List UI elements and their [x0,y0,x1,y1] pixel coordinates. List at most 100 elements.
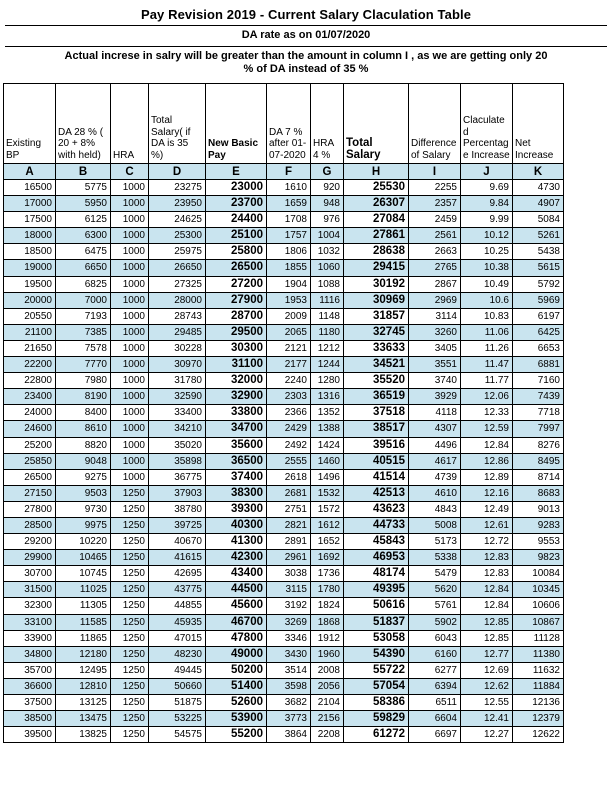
cell-C-row24: 1250 [110,549,149,567]
cell-H-row12: 34521 [343,356,409,374]
cell-C-row20: 1250 [110,484,149,502]
cell-C-row33: 1250 [110,693,149,712]
cell-D-row2: 23950 [148,195,206,213]
table-body: 16500 5775 1000 23275 23000 1610 920 25530 2255 9… [3,178,564,744]
cell-B-row34: 13475 [55,710,111,728]
note-line-2: % of DA instead of 35 % [243,63,369,75]
cell-B-row12: 7770 [55,356,111,374]
cell-D-row7: 27325 [148,275,206,293]
cell-K-row30: 11380 [512,645,564,663]
cell-D-row6: 26650 [148,259,206,277]
cell-I-row22: 5008 [408,516,461,535]
column-header-K: Net Increase [512,83,564,164]
cell-H-row13: 35520 [343,372,409,390]
cell-G-row8: 1116 [310,291,344,309]
cell-F-row33: 3682 [266,693,311,712]
cell-H-row2: 26307 [343,195,409,213]
cell-J-row20: 12.16 [460,484,513,502]
column-header-H: Total Salary [343,83,409,164]
cell-D-row12: 30970 [148,356,206,374]
cell-G-row16: 1388 [310,420,344,438]
cell-A-row10: 21100 [3,323,56,341]
cell-H-row5: 28638 [343,243,409,261]
cell-D-row30: 48230 [148,645,206,663]
cell-D-row4: 25300 [148,227,206,245]
table-row: 27800 9730 1250 38780 39300 2751 1572 43623 4843… [3,500,564,518]
title-underline [5,25,607,26]
cell-A-row19: 26500 [3,468,56,486]
cell-G-row24: 1692 [310,549,344,567]
cell-K-row20: 8683 [512,484,564,502]
cell-J-row33: 12.55 [460,693,513,712]
cell-B-row31: 12495 [55,661,111,679]
cell-C-row25: 1250 [110,565,149,583]
cell-C-row21: 1250 [110,500,149,518]
cell-E-row30: 49000 [205,645,267,663]
cell-F-row17: 2492 [266,436,311,454]
cell-A-row2: 17000 [3,195,56,213]
cell-H-row24: 46953 [343,549,409,567]
cell-B-row29: 11865 [55,629,111,647]
table-row: 22800 7980 1000 31780 32000 2240 1280 35520 3740… [3,372,564,390]
cell-E-row14: 32900 [205,388,267,406]
cell-C-row26: 1250 [110,581,149,599]
cell-I-row4: 2561 [408,227,461,245]
cell-B-row7: 6825 [55,275,111,293]
cell-E-row17: 35600 [205,436,267,454]
cell-F-row1: 1610 [266,178,311,197]
cell-J-row7: 10.49 [460,275,513,293]
cell-H-row25: 48174 [343,565,409,583]
column-letter-B: B [55,163,111,180]
cell-J-row28: 12.85 [460,613,513,631]
cell-F-row20: 2681 [266,484,311,502]
cell-E-row10: 29500 [205,323,267,341]
cell-F-row34: 3773 [266,710,311,728]
cell-G-row28: 1868 [310,613,344,631]
cell-F-row21: 2751 [266,500,311,518]
column-header-G: HRA 4 % [310,83,344,164]
cell-C-row11: 1000 [110,339,149,358]
cell-A-row31: 35700 [3,661,56,679]
table-row: 35700 12495 1250 49445 50200 3514 2008 55722 627… [3,661,564,679]
table-row: 20000 7000 1000 28000 27900 1953 1116 30969 2969… [3,291,564,309]
cell-F-row10: 2065 [266,323,311,341]
cell-C-row31: 1250 [110,661,149,679]
table-row: 28500 9975 1250 39725 40300 2821 1612 44733 5008… [3,516,564,535]
cell-C-row32: 1250 [110,677,149,696]
cell-D-row31: 49445 [148,661,206,679]
cell-E-row12: 31100 [205,356,267,374]
cell-K-row4: 5261 [512,227,564,245]
cell-K-row24: 9823 [512,549,564,567]
cell-K-row31: 11632 [512,661,564,679]
cell-A-row13: 22800 [3,372,56,390]
column-letter-H: H [343,163,409,180]
cell-D-row21: 38780 [148,500,206,518]
cell-B-row20: 9503 [55,484,111,502]
cell-G-row27: 1824 [310,597,344,615]
cell-I-row15: 4118 [408,404,461,422]
table-row: 25850 9048 1000 35898 36500 2555 1460 40515 4617… [3,452,564,470]
cell-I-row28: 5902 [408,613,461,631]
table-row: 26500 9275 1000 36775 37400 2618 1496 41514 4739… [3,468,564,486]
table-row: 17000 5950 1000 23950 23700 1659 948 26307 2357 9… [3,195,564,213]
cell-I-row14: 3929 [408,388,461,406]
cell-D-row11: 30228 [148,339,206,358]
column-letter-I: I [408,163,461,180]
cell-B-row27: 11305 [55,597,111,615]
cell-G-row34: 2156 [310,710,344,728]
cell-G-row32: 2056 [310,677,344,696]
cell-J-row23: 12.72 [460,533,513,551]
cell-G-row29: 1912 [310,629,344,647]
cell-K-row7: 5792 [512,275,564,293]
cell-H-row31: 55722 [343,661,409,679]
cell-D-row19: 36775 [148,468,206,486]
cell-B-row3: 6125 [55,211,111,229]
cell-K-row5: 5438 [512,243,564,261]
cell-J-row16: 12.59 [460,420,513,438]
cell-I-row29: 6043 [408,629,461,647]
cell-I-row1: 2255 [408,178,461,197]
cell-F-row11: 2121 [266,339,311,358]
cell-J-row1: 9.69 [460,178,513,197]
cell-B-row15: 8400 [55,404,111,422]
table-row: 24600 8610 1000 34210 34700 2429 1388 38517 4307… [3,420,564,438]
